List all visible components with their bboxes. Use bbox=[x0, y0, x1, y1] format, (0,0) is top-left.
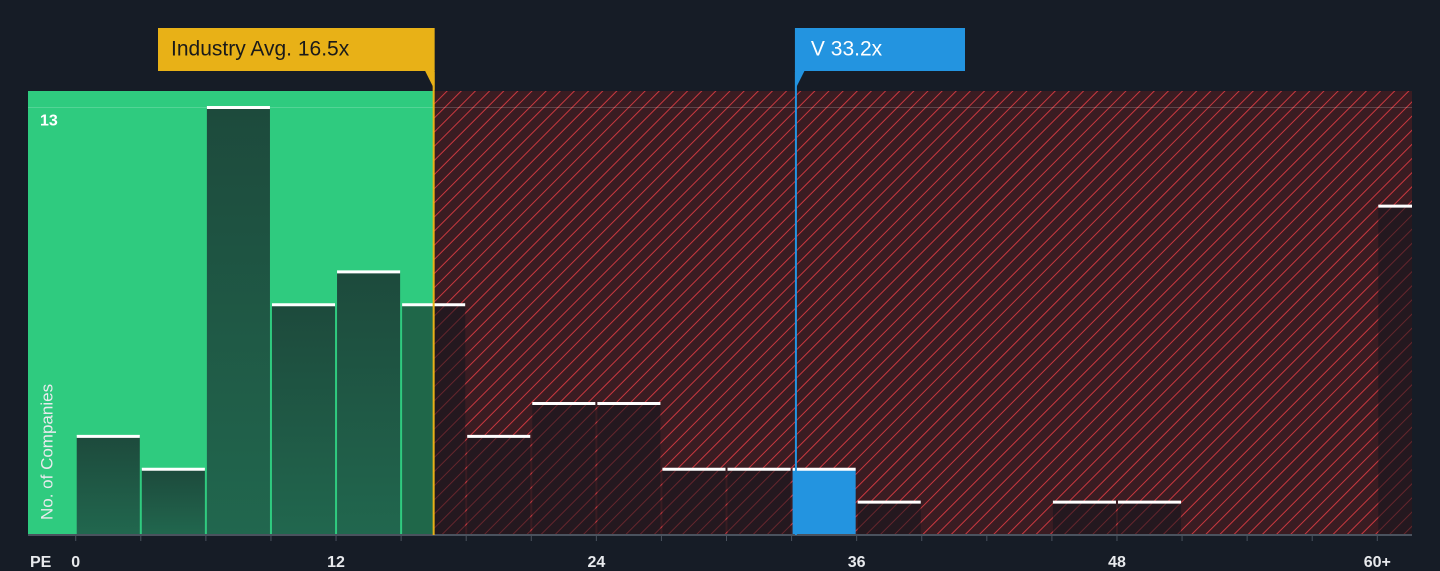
x-tick-label: 36 bbox=[848, 554, 866, 571]
bar bbox=[662, 469, 726, 535]
company-pointer bbox=[794, 70, 805, 90]
expensive-zone bbox=[433, 91, 1413, 535]
x-tick-label: 48 bbox=[1108, 554, 1126, 571]
x-tick-label: 12 bbox=[327, 554, 345, 571]
bar bbox=[727, 469, 791, 535]
y-axis-label: No. of Companies bbox=[37, 384, 56, 520]
x-axis-label: PE bbox=[30, 554, 52, 571]
industry-avg-box bbox=[158, 28, 435, 71]
bar bbox=[337, 271, 401, 535]
bar bbox=[597, 403, 661, 535]
industry-avg-label: Industry Avg. 16.5x bbox=[171, 38, 350, 61]
y-tick-label: 13 bbox=[40, 113, 58, 130]
company-box bbox=[794, 28, 965, 71]
x-tick-label: 60+ bbox=[1364, 554, 1391, 571]
bar bbox=[532, 403, 596, 535]
bar bbox=[857, 502, 921, 535]
bar bbox=[206, 107, 270, 535]
bar bbox=[1052, 502, 1116, 535]
x-tick-label: 24 bbox=[587, 554, 605, 571]
x-tick-label: 0 bbox=[71, 554, 80, 571]
overlay: 13 0 12 24 36 48 60+ Industry Avg. 16.5x V 33.2x bbox=[28, 28, 1412, 571]
bar bbox=[1117, 502, 1182, 535]
industry-avg-pointer bbox=[424, 70, 435, 90]
bar bbox=[76, 436, 140, 535]
bar bbox=[792, 469, 856, 535]
bar bbox=[271, 304, 336, 535]
bar bbox=[141, 469, 205, 535]
bar bbox=[467, 436, 531, 535]
company-label: V 33.2x bbox=[811, 38, 883, 61]
bar bbox=[1378, 206, 1412, 535]
